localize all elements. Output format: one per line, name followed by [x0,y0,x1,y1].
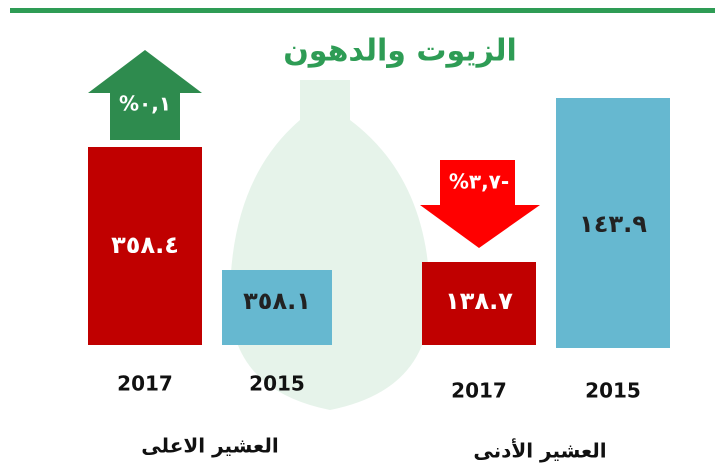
bar-value: ٣٥٨.٤ [111,231,179,259]
bar [556,98,670,348]
down-arrow [420,160,540,248]
year: 2017 [117,372,173,396]
group-label: العشير الأدنى [473,438,606,463]
group-label: العشير الاعلى [141,434,278,458]
bar-value: ١٣٨.٧ [445,287,513,315]
year: 2015 [249,372,305,396]
bar-value: ٣٥٨.١ [243,287,311,315]
year: 2015 [585,379,641,403]
year: 2017 [451,379,507,403]
bar-value: ١٤٣.٩ [579,210,647,238]
change-label: %٠,١ [119,92,171,116]
watermark [230,80,430,410]
bar [88,147,202,345]
change-label: %٣,٧- [449,170,509,194]
bar [422,262,536,345]
title: الزيوت والدهون [283,34,517,69]
bar [222,270,332,345]
up-arrow [88,50,202,140]
top-rule [10,8,715,13]
